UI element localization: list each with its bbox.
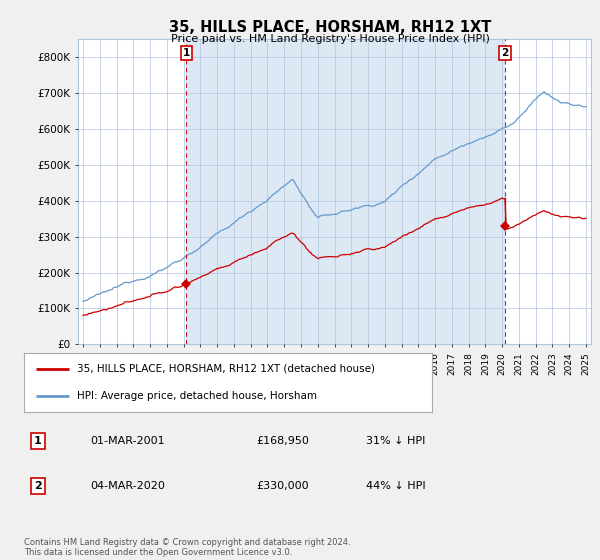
Text: 01-MAR-2001: 01-MAR-2001: [90, 436, 165, 446]
Text: 1: 1: [183, 48, 190, 58]
Text: 1: 1: [34, 436, 41, 446]
Text: 44% ↓ HPI: 44% ↓ HPI: [366, 481, 426, 491]
Bar: [187, 39, 505, 344]
Text: 04-MAR-2020: 04-MAR-2020: [90, 481, 165, 491]
Text: 35, HILLS PLACE, HORSHAM, RH12 1XT: 35, HILLS PLACE, HORSHAM, RH12 1XT: [169, 20, 491, 35]
Text: 35, HILLS PLACE, HORSHAM, RH12 1XT (detached house): 35, HILLS PLACE, HORSHAM, RH12 1XT (deta…: [77, 363, 375, 374]
Text: 2: 2: [34, 481, 41, 491]
Text: Contains HM Land Registry data © Crown copyright and database right 2024.
This d: Contains HM Land Registry data © Crown c…: [24, 538, 350, 557]
Text: 2: 2: [502, 48, 509, 58]
Text: HPI: Average price, detached house, Horsham: HPI: Average price, detached house, Hors…: [77, 391, 317, 401]
Text: £168,950: £168,950: [256, 436, 309, 446]
Text: 31% ↓ HPI: 31% ↓ HPI: [366, 436, 425, 446]
Text: £330,000: £330,000: [256, 481, 308, 491]
Text: Price paid vs. HM Land Registry's House Price Index (HPI): Price paid vs. HM Land Registry's House …: [170, 34, 490, 44]
